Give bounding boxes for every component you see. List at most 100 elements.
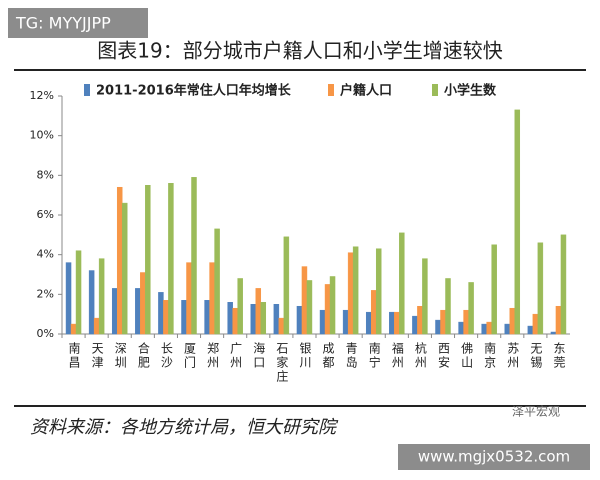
x-tick-label: 长沙 [159, 342, 173, 370]
bar [440, 309, 446, 335]
bar [417, 305, 423, 335]
bar [186, 262, 192, 335]
bar [116, 186, 123, 335]
legend-swatch [84, 84, 90, 96]
bar [412, 315, 418, 335]
bar [445, 278, 451, 335]
bar [555, 305, 562, 335]
x-tick-label: 成都 [321, 342, 335, 370]
bar [347, 252, 354, 335]
bar [260, 302, 267, 335]
bar [463, 309, 469, 335]
site: www.mgjx0532.com [418, 448, 570, 466]
x-tick-label: 佛山 [460, 342, 474, 370]
watermark: 泽平宏观 [512, 404, 560, 419]
bar [250, 304, 257, 335]
y-tick-label: 2% [37, 287, 54, 300]
bar [375, 248, 382, 335]
y-tick-label: 12% [30, 89, 54, 102]
bar [560, 234, 567, 335]
bar [181, 300, 187, 335]
bar [98, 258, 105, 335]
x-tick-label: 苏州 [506, 342, 520, 370]
y-tick-label: 8% [37, 168, 54, 181]
bar [204, 300, 210, 335]
bar [481, 323, 487, 335]
bar [145, 185, 151, 335]
bar [399, 232, 405, 335]
bar [121, 202, 128, 335]
legend-label: 户籍人口 [340, 83, 392, 99]
bar [296, 305, 303, 335]
x-tick-label: 海口 [252, 341, 266, 370]
bar [458, 321, 464, 335]
bar [158, 292, 164, 335]
bar [389, 311, 395, 335]
legend-swatch [328, 84, 334, 96]
x-tick-label: 厦门 [183, 342, 197, 370]
x-tick-label: 郑州 [206, 341, 220, 370]
bar [278, 317, 285, 335]
bar [329, 276, 336, 335]
x-tick-label: 深圳 [113, 342, 127, 370]
x-tick-label: 合肥 [136, 341, 150, 370]
bar [214, 228, 220, 335]
x-tick-label: 银川 [298, 342, 312, 370]
bar [422, 258, 428, 335]
bar [111, 288, 118, 335]
bar [319, 309, 326, 335]
bar [88, 270, 95, 335]
bar [342, 309, 349, 335]
bar [509, 307, 516, 335]
badge-box [8, 8, 148, 38]
x-tick-label: 南昌 [67, 341, 81, 370]
x-tick-label: 天津 [90, 342, 104, 370]
x-tick-label: 东莞 [552, 342, 566, 370]
bar [237, 278, 243, 335]
bar [75, 250, 82, 335]
bar [468, 282, 474, 335]
bar [70, 323, 77, 335]
bar [532, 313, 539, 335]
bar [93, 317, 100, 335]
bar [550, 331, 557, 335]
site-box [398, 444, 590, 470]
source: 资料来源：各地方统计局，恒大研究院 [30, 417, 339, 438]
bar [352, 246, 359, 335]
bar [163, 300, 169, 335]
bar [527, 325, 534, 335]
bar [135, 288, 141, 335]
x-tick-label: 南宁 [367, 341, 381, 370]
bar [514, 109, 521, 335]
bar [209, 262, 215, 335]
x-tick-label: 福州 [390, 341, 404, 370]
badge: TG: MYYJJPP [15, 14, 111, 33]
y-tick-label: 4% [37, 248, 54, 261]
bar [227, 302, 233, 335]
bar [232, 307, 238, 335]
x-tick-label: 广州 [229, 342, 243, 370]
bar [537, 242, 544, 335]
x-tick-label: 西安 [437, 342, 451, 370]
bar [301, 266, 308, 335]
y-tick-label: 10% [30, 129, 54, 142]
bar [435, 319, 441, 335]
y-tick-label: 0% [37, 327, 54, 340]
x-tick-label: 青岛 [344, 342, 358, 370]
bar [283, 236, 290, 335]
bar [370, 290, 377, 335]
bar [324, 284, 331, 335]
legend-label: 小学生数 [444, 83, 497, 99]
bar [491, 244, 497, 335]
x-tick-label: 石家庄 [275, 342, 289, 384]
bar [65, 262, 72, 335]
bar [306, 280, 313, 335]
bar [365, 311, 372, 335]
legend-label: 2011-2016年常住人口年均增长 [96, 83, 292, 99]
x-tick-label: 无锡 [529, 342, 543, 370]
bar [394, 311, 400, 335]
heading: 图表19：部分城市户籍人口和小学生增速较快 [97, 39, 502, 63]
legend-swatch [432, 84, 438, 96]
bar [255, 288, 262, 335]
